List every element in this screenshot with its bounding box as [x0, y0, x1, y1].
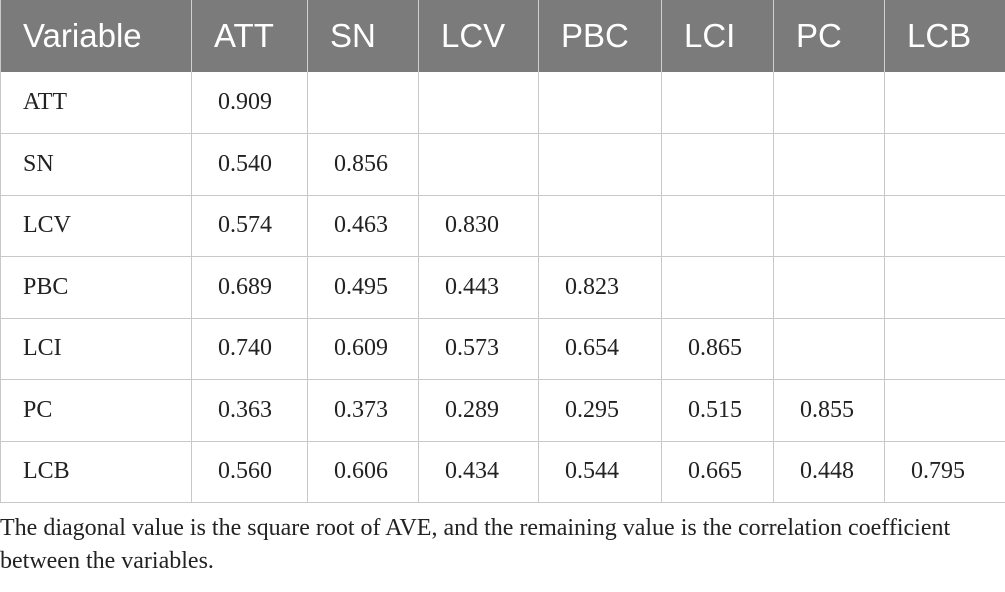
- table-row: PBC 0.689 0.495 0.443 0.823: [0, 256, 1005, 319]
- table-cell: [773, 256, 885, 319]
- table-row: PC 0.363 0.373 0.289 0.295 0.515 0.855: [0, 379, 1005, 442]
- table-cell: 0.574: [191, 195, 308, 257]
- table-cell: 0.573: [418, 318, 539, 380]
- header-cell-sn: SN: [307, 0, 419, 72]
- table-cell: [538, 72, 662, 134]
- row-label: PC: [0, 379, 192, 442]
- table-cell: [884, 133, 1005, 196]
- header-cell-pc: PC: [773, 0, 885, 72]
- table-cell: 0.830: [418, 195, 539, 257]
- table-cell: 0.689: [191, 256, 308, 319]
- table-cell: [307, 72, 419, 134]
- row-label: LCV: [0, 195, 192, 257]
- table-cell: [538, 195, 662, 257]
- table-cell: 0.909: [191, 72, 308, 134]
- table-cell: 0.544: [538, 441, 662, 503]
- table-row: ATT 0.909: [0, 72, 1005, 134]
- table-cell: [661, 72, 774, 134]
- header-cell-pbc: PBC: [538, 0, 662, 72]
- table-cell: [884, 256, 1005, 319]
- table-cell: 0.606: [307, 441, 419, 503]
- table-cell: 0.823: [538, 256, 662, 319]
- row-label: SN: [0, 133, 192, 196]
- table-cell: [661, 195, 774, 257]
- table-cell: 0.740: [191, 318, 308, 380]
- correlation-table-container: Variable ATT SN LCV PBC LCI PC LCB ATT 0…: [0, 0, 1005, 503]
- table-cell: [661, 256, 774, 319]
- table-cell: [773, 72, 885, 134]
- table-row: LCB 0.560 0.606 0.434 0.544 0.665 0.448 …: [0, 441, 1005, 503]
- header-cell-lci: LCI: [661, 0, 774, 72]
- table-cell: 0.855: [773, 379, 885, 442]
- table-cell: 0.560: [191, 441, 308, 503]
- row-label: LCB: [0, 441, 192, 503]
- header-cell-lcb: LCB: [907, 17, 972, 54]
- table-cell: [661, 133, 774, 196]
- table-footnote: The diagonal value is the square root of…: [0, 515, 951, 574]
- table-cell: 0.540: [191, 133, 308, 196]
- table-cell: 0.434: [418, 441, 539, 503]
- table-row: LCI 0.740 0.609 0.573 0.654 0.865: [0, 318, 1005, 380]
- correlation-table: Variable ATT SN LCV PBC LCI PC LCB ATT 0…: [0, 0, 1005, 503]
- table-cell: 0.795: [884, 441, 1005, 503]
- table-cell: 0.289: [418, 379, 539, 442]
- table-row: LCV 0.574 0.463 0.830: [0, 195, 1005, 257]
- row-label: PBC: [0, 256, 192, 319]
- table-cell: 0.443: [418, 256, 539, 319]
- table-cell: [884, 72, 1005, 134]
- table-cell: 0.865: [661, 318, 774, 380]
- table-cell: [773, 318, 885, 380]
- table-cell: 0.515: [661, 379, 774, 442]
- header-cell-lcv: LCV: [418, 0, 539, 72]
- header-cell-variable: Variable: [0, 0, 192, 72]
- table-cell: [773, 195, 885, 257]
- table-cell: [538, 133, 662, 196]
- row-label: LCI: [0, 318, 192, 380]
- table-cell: 0.856: [307, 133, 419, 196]
- table-cell: 0.654: [538, 318, 662, 380]
- header-cell-att: ATT: [191, 0, 308, 72]
- table-cell: 0.495: [307, 256, 419, 319]
- table-cell: 0.609: [307, 318, 419, 380]
- header-row: Variable ATT SN LCV PBC LCI PC LCB: [0, 0, 1005, 72]
- table-cell: [884, 318, 1005, 380]
- row-label: ATT: [0, 72, 192, 134]
- table-cell: 0.295: [538, 379, 662, 442]
- table-cell: [773, 133, 885, 196]
- table-cell: 0.373: [307, 379, 419, 442]
- table-cell: [884, 379, 1005, 442]
- table-cell: 0.665: [661, 441, 774, 503]
- table-cell: [884, 195, 1005, 257]
- table-cell: 0.363: [191, 379, 308, 442]
- table-row: SN 0.540 0.856: [0, 133, 1005, 196]
- table-cell: [418, 133, 539, 196]
- table-cell: 0.448: [773, 441, 885, 503]
- table-cell: [418, 72, 539, 134]
- table-cell: 0.463: [307, 195, 419, 257]
